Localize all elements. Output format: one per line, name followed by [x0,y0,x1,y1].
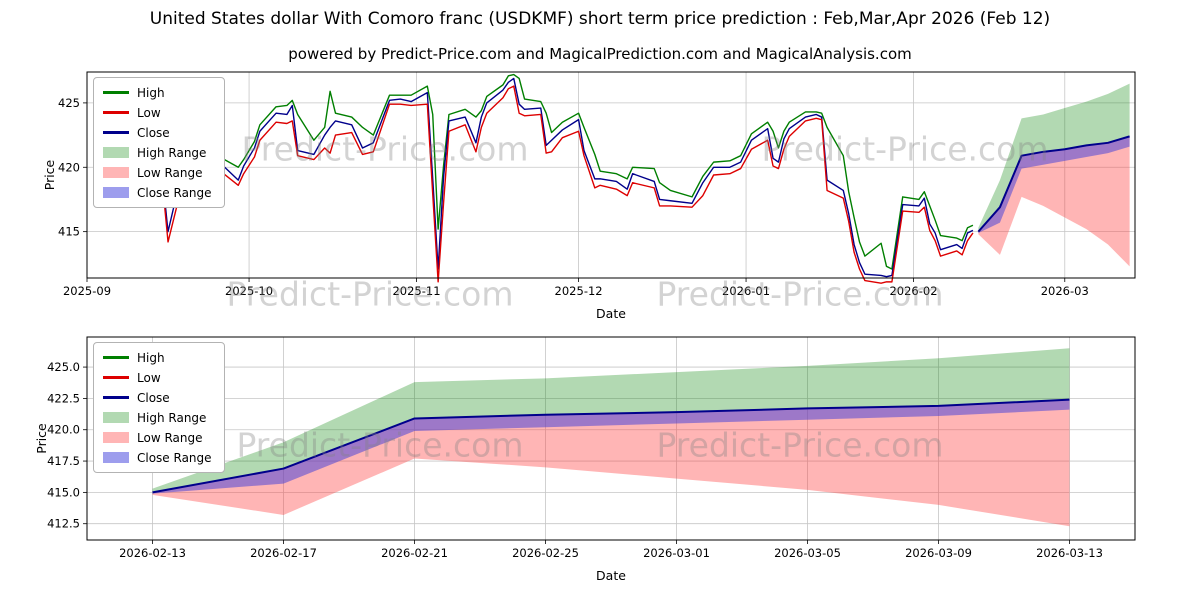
y-axis-label: Price [42,159,57,190]
close-range-band [978,136,1130,233]
x-tick-label: 2026-02-25 [512,546,579,560]
x-tick-label: 2025-12 [555,284,603,298]
legend-label: Low Range [137,165,203,180]
legend-item-close: Close [103,389,212,406]
legend-label: High Range [137,410,207,425]
high-range-band [152,348,1070,493]
low-line [145,85,974,284]
legend-label: Close [137,390,170,405]
x-tick-label: 2026-02-13 [119,546,186,560]
y-tick-label: 420 [58,160,80,174]
high-range-swatch-icon [103,147,129,158]
legend-label: Close Range [137,450,212,465]
y-tick-label: 417.5 [47,454,80,468]
forecast-close-line [152,398,1070,494]
close-range-swatch-icon [103,187,129,198]
legend-label: Low [137,105,161,120]
x-tick-label: 2026-02-17 [250,546,317,560]
page-subtitle: powered by Predict-Price.com and Magical… [288,45,912,63]
y-tick-label: 422.5 [47,391,80,405]
close-swatch-icon [103,131,129,134]
forecast-close-line [977,135,1130,233]
legend-item-high-range: High Range [103,144,212,161]
legend-label: Close Range [137,185,212,200]
legend-item-close: Close [103,124,212,141]
x-tick-label: 2026-02 [889,284,937,298]
legend-label: High [137,85,165,100]
x-tick-label: 2026-03-05 [774,546,841,560]
x-tick-label: 2026-03-01 [643,546,710,560]
legend-item-low: Low [103,104,212,121]
low-range-swatch-icon [103,167,129,178]
legend-label: High Range [137,145,207,160]
x-tick-label: 2026-03-09 [905,546,972,560]
high-swatch-icon [103,91,129,94]
close-range-band [152,399,1070,494]
low-range-swatch-icon [103,432,129,443]
x-tick-label: 2026-02-21 [381,546,448,560]
y-tick-label: 415 [58,225,80,239]
close-line [145,77,974,278]
x-tick-label: 2026-03-13 [1036,546,1103,560]
legend-item-low-range: Low Range [103,429,212,446]
x-tick-label: 2025-10 [225,284,273,298]
high-swatch-icon [103,356,129,359]
legend-item-close-range: Close Range [103,184,212,201]
legend-label: High [137,350,165,365]
y-axis-label: Price [34,423,49,454]
low-swatch-icon [103,376,129,379]
x-tick-label: 2026-01 [722,284,770,298]
x-axis-label: Date [596,568,626,583]
x-axis-label: Date [596,306,626,321]
y-tick-label: 420.0 [47,423,80,437]
high-line [146,73,974,270]
price-history-chart: 2025-09 2025-10 2025-11 2025-12 2026-01 2026-… [42,71,1136,321]
plot-border [86,71,1136,279]
y-tick-label: 412.5 [47,517,80,531]
page-title: United States dollar With Comoro franc (… [149,9,1051,29]
y-tick-label: 425.0 [47,360,80,374]
legend-label: Low Range [137,430,203,445]
legend-item-low-range: Low Range [103,164,212,181]
y-tick-label: 415.0 [47,485,80,499]
legend-item-low: Low [103,369,212,386]
close-swatch-icon [103,396,129,399]
plot-border [86,336,1136,541]
legend-item-high-range: High Range [103,409,212,426]
high-range-swatch-icon [103,412,129,423]
legend-item-close-range: Close Range [103,449,212,466]
legend-label: Close [137,125,170,140]
legend-label: Low [137,370,161,385]
legend-item-high: High [103,349,212,366]
y-tick-label: 425 [58,96,80,110]
price-forecast-chart: 2026-02-13 2026-02-17 2026-02-21 2026-02-25… [34,336,1136,583]
x-tick-label: 2026-03 [1041,284,1089,298]
x-tick-label: 2025-09 [63,284,111,298]
legend-item-high: High [103,84,212,101]
close-range-swatch-icon [103,452,129,463]
high-range-band [978,83,1130,232]
x-tick-label: 2025-11 [392,284,440,298]
forecast-chart-legend: High Low Close High Range Low Range Close Ran… [93,342,225,473]
history-chart-legend: High Low Close High Range Low Range Close Ran… [93,77,225,208]
low-swatch-icon [103,111,129,114]
